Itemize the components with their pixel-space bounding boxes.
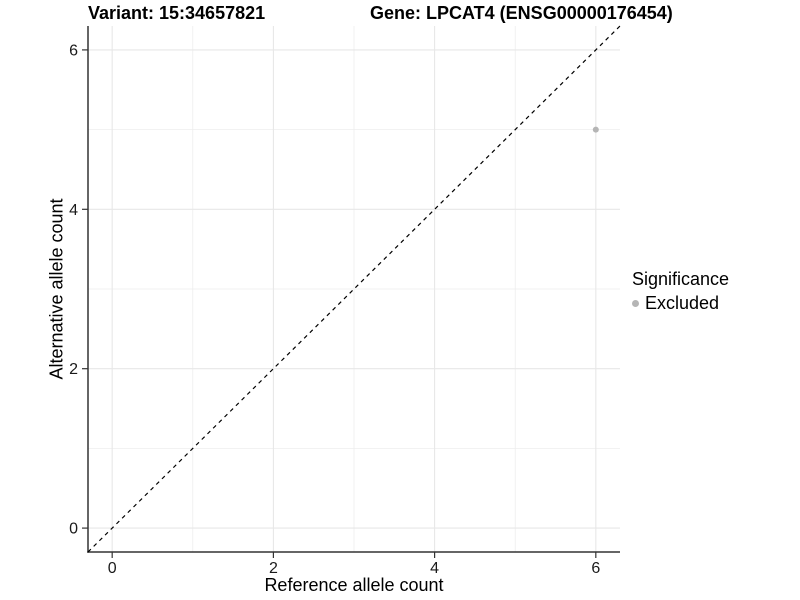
- legend-point-icon: [632, 300, 639, 307]
- y-axis-title: Alternative allele count: [46, 198, 67, 380]
- y-tick-label: 6: [69, 42, 78, 59]
- x-axis-title: Reference allele count: [264, 575, 444, 595]
- data-point: [592, 126, 599, 133]
- legend-entry-excluded: Excluded: [632, 293, 729, 314]
- x-tick-label: 6: [591, 560, 600, 577]
- y-tick-label: 0: [69, 521, 78, 538]
- legend-title: Significance: [632, 269, 730, 289]
- x-tick-label: 2: [269, 560, 278, 577]
- legend: Significance Excluded: [632, 269, 729, 314]
- y-tick-label: 4: [69, 202, 78, 219]
- plot-title-gene: Gene: LPCAT4 (ENSG00000176454): [370, 3, 673, 23]
- y-tick-label: 2: [69, 361, 78, 378]
- x-tick-label: 0: [108, 560, 117, 577]
- x-tick-label: 4: [430, 560, 439, 577]
- legend-entry-label: Excluded: [645, 293, 720, 313]
- plot-title-variant: Variant: 15:34657821: [88, 3, 266, 23]
